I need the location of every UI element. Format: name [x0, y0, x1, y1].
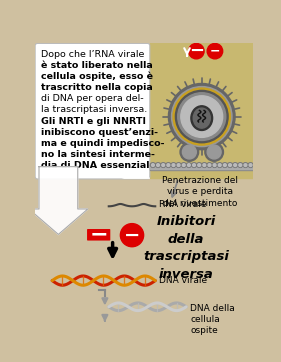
Text: Penetrazione del
virus e perdita
del rivestimento: Penetrazione del virus e perdita del riv…: [162, 176, 238, 208]
Circle shape: [207, 43, 223, 59]
Polygon shape: [113, 174, 150, 178]
Text: la trascriptasi inversa.: la trascriptasi inversa.: [41, 105, 148, 114]
Circle shape: [167, 164, 170, 167]
Circle shape: [218, 164, 221, 167]
Text: dia di DNA essenziale.: dia di DNA essenziale.: [41, 161, 160, 170]
Circle shape: [175, 90, 228, 143]
Circle shape: [249, 164, 252, 167]
Circle shape: [208, 164, 211, 167]
Circle shape: [182, 145, 196, 159]
Circle shape: [178, 93, 226, 140]
FancyBboxPatch shape: [87, 229, 110, 241]
Ellipse shape: [191, 106, 213, 130]
Text: ma e quindi impedisco-: ma e quindi impedisco-: [41, 139, 165, 148]
Circle shape: [248, 163, 253, 167]
Circle shape: [120, 224, 144, 247]
Circle shape: [187, 164, 190, 167]
Text: Gli NRTI e gli NNRTI: Gli NRTI e gli NNRTI: [41, 117, 146, 126]
Circle shape: [229, 164, 232, 167]
Circle shape: [243, 163, 248, 167]
Circle shape: [161, 163, 166, 167]
Bar: [150, 43, 253, 178]
Circle shape: [171, 163, 176, 167]
Circle shape: [207, 163, 212, 167]
Text: di DNA per opera del-: di DNA per opera del-: [41, 94, 144, 103]
Circle shape: [187, 163, 191, 167]
Circle shape: [234, 164, 237, 167]
Circle shape: [207, 145, 221, 159]
Circle shape: [177, 164, 180, 167]
Circle shape: [210, 46, 220, 56]
FancyBboxPatch shape: [35, 43, 150, 179]
Circle shape: [157, 164, 159, 167]
Circle shape: [228, 163, 232, 167]
Circle shape: [212, 163, 217, 167]
Polygon shape: [29, 167, 88, 235]
Circle shape: [192, 163, 196, 167]
Circle shape: [193, 164, 196, 167]
Circle shape: [244, 164, 247, 167]
Circle shape: [162, 164, 165, 167]
Text: −: −: [189, 42, 204, 60]
Circle shape: [223, 163, 227, 167]
Circle shape: [182, 164, 185, 167]
Text: è stato liberato nella: è stato liberato nella: [41, 61, 153, 70]
Text: no la sintesi interme-: no la sintesi interme-: [41, 150, 155, 159]
Text: DNA della
cellula
ospite: DNA della cellula ospite: [190, 304, 235, 335]
Circle shape: [176, 163, 181, 167]
Circle shape: [197, 163, 201, 167]
Circle shape: [151, 163, 155, 167]
Circle shape: [213, 164, 216, 167]
Circle shape: [202, 163, 207, 167]
Circle shape: [198, 164, 201, 167]
Text: Inibitori
della
trascriptasi
inversa: Inibitori della trascriptasi inversa: [143, 215, 229, 281]
Circle shape: [239, 164, 242, 167]
Circle shape: [205, 143, 223, 161]
Text: cellula ospite, esso è: cellula ospite, esso è: [41, 72, 153, 81]
Circle shape: [156, 163, 160, 167]
Circle shape: [217, 163, 222, 167]
Text: trascritto nella copia: trascritto nella copia: [41, 83, 153, 92]
Text: RNA virale: RNA virale: [159, 200, 207, 209]
Circle shape: [166, 163, 171, 167]
Bar: [150, 163, 253, 171]
Text: Dopo che l’RNA virale: Dopo che l’RNA virale: [41, 50, 145, 59]
Circle shape: [223, 164, 226, 167]
Ellipse shape: [193, 108, 210, 128]
Circle shape: [181, 96, 223, 138]
Circle shape: [168, 84, 235, 150]
Circle shape: [182, 163, 186, 167]
Circle shape: [233, 163, 237, 167]
Circle shape: [151, 164, 154, 167]
Bar: [150, 164, 253, 169]
Circle shape: [172, 164, 175, 167]
Circle shape: [180, 143, 199, 161]
Circle shape: [189, 43, 204, 59]
Text: −: −: [210, 45, 220, 58]
Text: −: −: [124, 226, 140, 245]
Text: −: −: [89, 225, 108, 245]
Circle shape: [173, 88, 230, 145]
Circle shape: [203, 164, 206, 167]
Text: DNA virale: DNA virale: [159, 276, 207, 285]
Circle shape: [238, 163, 243, 167]
Text: inibiscono quest’enzi-: inibiscono quest’enzi-: [41, 128, 158, 137]
Circle shape: [171, 87, 232, 147]
